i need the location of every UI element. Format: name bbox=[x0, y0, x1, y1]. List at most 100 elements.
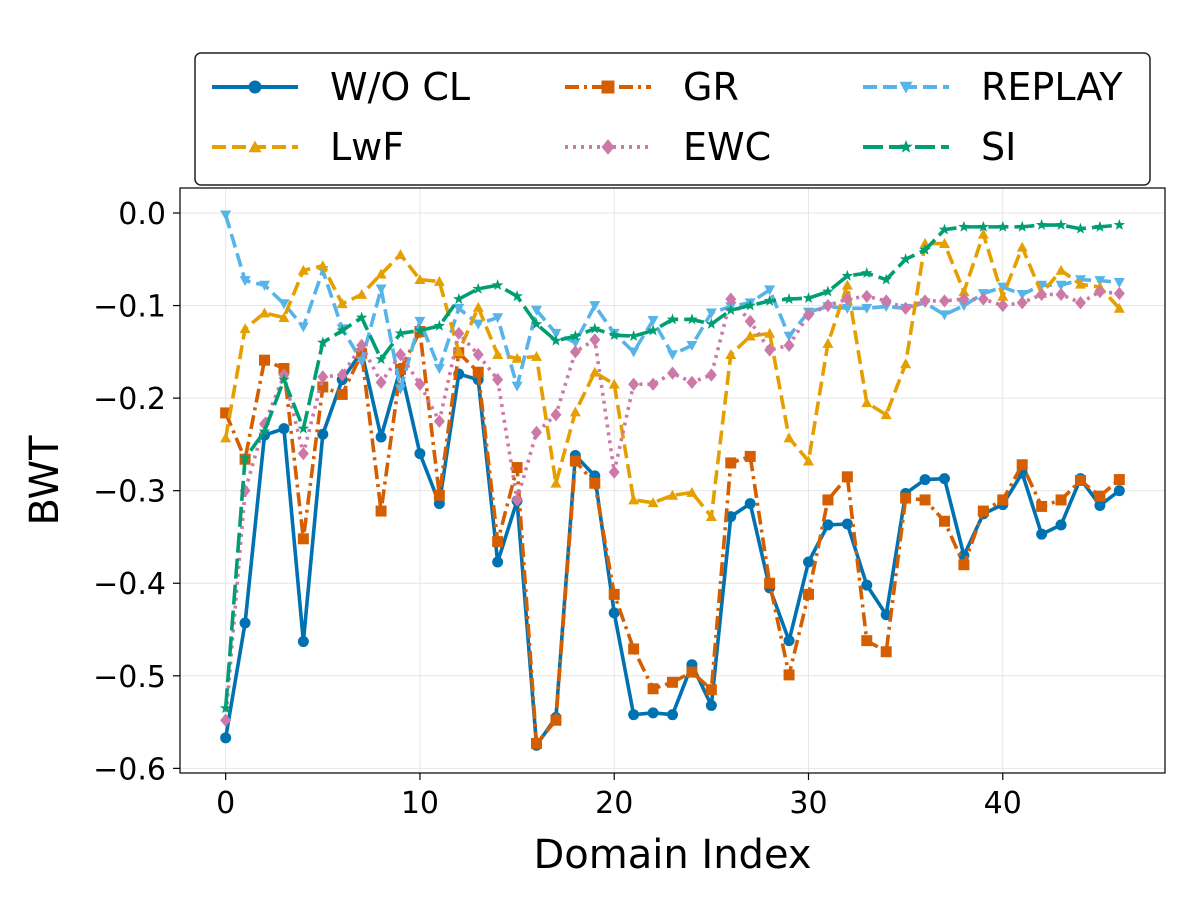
data-point-si bbox=[1035, 218, 1048, 230]
data-point-replay bbox=[433, 364, 445, 374]
data-point-si bbox=[627, 330, 640, 341]
data-point-w-o-cl bbox=[239, 617, 251, 629]
data-point-si bbox=[608, 329, 620, 341]
data-point-w-o-cl bbox=[628, 709, 640, 721]
data-point-lwf bbox=[725, 349, 737, 360]
data-point-si bbox=[239, 452, 251, 464]
data-point-si bbox=[1074, 222, 1087, 234]
data-point-ewc bbox=[686, 375, 698, 389]
data-point-lwf bbox=[550, 477, 562, 488]
data-point-ewc bbox=[667, 366, 678, 380]
data-point-gr bbox=[705, 684, 717, 696]
data-point-ewc bbox=[997, 298, 1009, 313]
data-point-gr bbox=[841, 471, 853, 483]
data-point-si bbox=[938, 223, 951, 235]
data-point-si bbox=[861, 267, 873, 279]
data-point-replay bbox=[861, 303, 873, 314]
data-point-lwf bbox=[841, 279, 853, 290]
legend-item-w-o-cl: W/O CL bbox=[212, 65, 470, 109]
data-point-replay bbox=[705, 308, 717, 319]
data-point-replay bbox=[938, 310, 950, 321]
legend-item-gr: GR bbox=[565, 65, 739, 109]
data-point-ewc bbox=[453, 326, 465, 340]
legend-item-replay: REPLAY bbox=[863, 65, 1123, 109]
data-point-lwf bbox=[433, 275, 445, 286]
data-point-gr bbox=[997, 494, 1009, 506]
data-point-si bbox=[997, 220, 1009, 232]
data-point-lwf bbox=[744, 330, 756, 341]
data-point-ewc bbox=[977, 292, 989, 306]
data-point-w-o-cl bbox=[297, 636, 309, 648]
data-point-ewc bbox=[375, 375, 387, 389]
data-point-ewc bbox=[919, 294, 931, 308]
data-point-replay bbox=[1016, 290, 1028, 300]
data-point-lwf bbox=[375, 268, 387, 279]
data-point-lwf bbox=[336, 298, 348, 309]
data-point-replay bbox=[375, 284, 387, 295]
data-point-si bbox=[1016, 220, 1028, 232]
data-point-lwf bbox=[278, 312, 290, 322]
data-point-ewc bbox=[414, 377, 426, 391]
data-point-w-o-cl bbox=[647, 707, 659, 719]
data-point-ewc bbox=[297, 447, 309, 461]
data-point-lwf bbox=[511, 352, 523, 363]
data-point-lwf bbox=[608, 378, 620, 389]
data-point-replay bbox=[356, 356, 368, 367]
y-tick-label: −0.1 bbox=[93, 290, 166, 325]
data-point-gr bbox=[764, 577, 776, 589]
data-point-gr bbox=[492, 536, 504, 548]
legend-swatch-marker bbox=[601, 80, 615, 94]
data-point-replay bbox=[841, 303, 853, 314]
data-point-si bbox=[355, 311, 368, 323]
data-point-ewc bbox=[220, 713, 232, 727]
data-point-lwf bbox=[414, 274, 426, 285]
legend-label: EWC bbox=[683, 125, 771, 169]
data-point-ewc bbox=[531, 425, 543, 439]
data-point-replay bbox=[492, 313, 504, 324]
data-point-lwf bbox=[395, 249, 407, 260]
data-point-w-o-cl bbox=[1055, 519, 1067, 531]
data-point-ewc bbox=[395, 348, 407, 362]
legend: W/O CL GR REPLAY LwF EWC SI bbox=[194, 52, 1151, 186]
y-tick-label: −0.6 bbox=[93, 752, 166, 787]
data-point-replay bbox=[414, 316, 426, 327]
data-point-si bbox=[511, 290, 523, 302]
data-point-lwf bbox=[686, 487, 698, 497]
data-point-gr bbox=[569, 455, 581, 467]
data-point-ewc bbox=[783, 338, 795, 352]
data-point-ewc bbox=[725, 292, 737, 306]
data-point-lwf bbox=[1016, 241, 1028, 252]
data-point-lwf bbox=[880, 409, 892, 420]
data-point-gr bbox=[977, 505, 989, 517]
data-point-w-o-cl bbox=[938, 473, 950, 485]
data-point-lwf bbox=[1055, 264, 1067, 275]
data-point-lwf bbox=[589, 366, 601, 377]
data-point-replay bbox=[453, 303, 465, 314]
data-point-si bbox=[899, 253, 912, 265]
data-point-gr bbox=[1113, 474, 1125, 486]
data-point-replay bbox=[764, 285, 776, 296]
data-point-si bbox=[375, 353, 387, 365]
data-point-gr bbox=[336, 388, 348, 400]
data-point-ewc bbox=[744, 314, 756, 328]
data-point-w-o-cl bbox=[608, 607, 620, 619]
data-point-gr bbox=[647, 683, 659, 695]
y-tick-label: −0.5 bbox=[93, 660, 166, 695]
series-ewc bbox=[220, 285, 1125, 727]
data-point-lwf bbox=[297, 264, 309, 275]
data-point-w-o-cl bbox=[433, 498, 445, 510]
data-point-ewc bbox=[764, 343, 776, 357]
data-point-replay bbox=[511, 381, 523, 392]
data-point-gr bbox=[511, 462, 523, 474]
data-point-ewc bbox=[958, 292, 970, 306]
series-layer bbox=[219, 210, 1126, 751]
legend-label: LwF bbox=[330, 125, 404, 169]
data-point-ewc bbox=[841, 292, 853, 306]
data-point-replay bbox=[297, 322, 309, 333]
data-point-gr bbox=[375, 505, 387, 517]
data-point-gr bbox=[1036, 500, 1048, 512]
data-point-replay bbox=[531, 305, 543, 316]
series-line-gr bbox=[224, 329, 1121, 746]
data-point-lwf bbox=[453, 346, 465, 357]
